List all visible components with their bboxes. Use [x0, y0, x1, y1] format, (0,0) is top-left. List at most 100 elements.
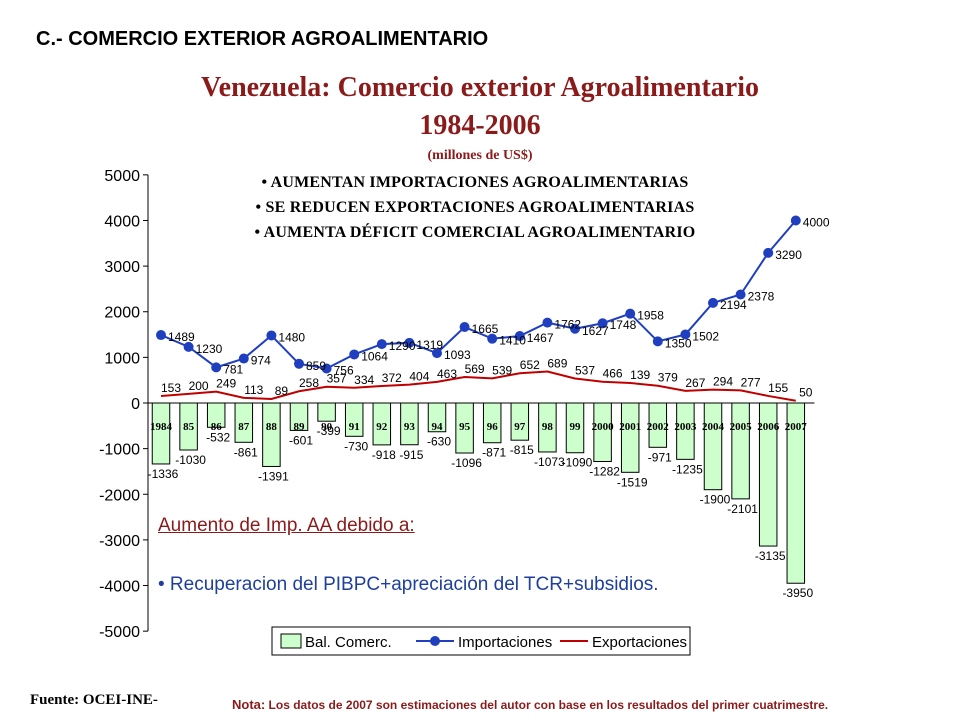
y-tick-label: 3000 [104, 259, 140, 276]
balance-bar [289, 402, 309, 431]
footnote-label: Nota: [232, 697, 266, 712]
category-label: 93 [404, 421, 416, 433]
balance-label: -871 [482, 446, 506, 460]
category-label: 95 [459, 421, 471, 433]
imports-point [294, 358, 304, 369]
category-label: 91 [349, 421, 360, 433]
balance-bar [786, 402, 806, 584]
exports-label: 113 [244, 383, 263, 397]
exports-label: 466 [603, 367, 623, 381]
y-tick-label: -4000 [99, 579, 140, 596]
imports-point [432, 348, 442, 359]
balance-label: -1519 [617, 475, 648, 489]
imports-label: 1064 [361, 349, 388, 363]
balance-bar [538, 402, 557, 453]
legend-label-imports: Importaciones [458, 634, 552, 651]
exports-label: 652 [520, 358, 540, 372]
y-tick-label: 0 [131, 396, 140, 413]
imports-label: 1093 [444, 348, 471, 362]
balance-bar [262, 402, 281, 467]
balance-bar [620, 402, 640, 473]
imports-point [321, 363, 332, 374]
exports-line [160, 370, 796, 402]
exports-label: 249 [216, 377, 236, 391]
exports-label: 334 [354, 373, 374, 387]
balance-bar [758, 402, 778, 547]
balance-label: -971 [648, 450, 672, 464]
imports-point [238, 353, 249, 364]
exports-label: 267 [685, 376, 705, 390]
imports-label: 781 [223, 362, 243, 376]
category-label: 2002 [647, 421, 670, 433]
imports-point [708, 297, 718, 308]
imports-label: 1502 [692, 329, 719, 343]
imports-label: 1480 [278, 330, 305, 344]
imports-point [625, 308, 636, 319]
balance-bar [648, 402, 668, 448]
legend-marker-imports [430, 636, 440, 646]
category-label: 85 [183, 421, 195, 433]
category-label: 94 [432, 421, 444, 433]
balance-label: -1235 [672, 462, 703, 476]
balance-bar [234, 402, 254, 443]
balance-label: -1900 [700, 493, 731, 507]
note-heading: Aumento de Imp. AA debido a: [158, 515, 415, 536]
imports-point [597, 318, 608, 329]
balance-label: -730 [344, 439, 368, 453]
category-label: 2000 [592, 421, 615, 433]
exports-label: 463 [437, 367, 457, 381]
category-label: 86 [211, 421, 223, 433]
exports-label: 89 [275, 384, 289, 398]
category-label: 97 [514, 421, 526, 433]
exports-label: 153 [161, 381, 181, 395]
y-tick-label: -5000 [99, 624, 140, 641]
imports-label: 1410 [499, 334, 526, 348]
y-tick-label: -2000 [99, 487, 140, 504]
exports-label: 258 [299, 376, 319, 390]
balance-label: -815 [510, 443, 534, 457]
imports-point [349, 349, 360, 360]
imports-point [570, 323, 580, 334]
imports-label: 2378 [748, 289, 775, 303]
balance-label: -915 [399, 448, 423, 462]
category-label: 2006 [757, 421, 780, 433]
exports-label: 277 [741, 375, 761, 389]
balance-bar [703, 402, 723, 491]
imports-label: 1665 [472, 322, 499, 336]
balance-bar [593, 402, 612, 462]
legend-box [271, 626, 691, 656]
category-label: 2005 [730, 421, 753, 433]
balance-label: -630 [427, 435, 451, 449]
imports-label: 4000 [803, 215, 830, 229]
imports-point [459, 322, 470, 333]
balance-bar [731, 402, 750, 500]
imports-label: 1762 [554, 318, 581, 332]
imports-label: 2194 [720, 298, 747, 312]
imports-label: 1958 [637, 309, 664, 323]
imports-label: 974 [251, 354, 271, 368]
category-label: 90 [321, 421, 333, 433]
balance-bar [510, 402, 530, 441]
bullet-imports: • AUMENTAN IMPORTACIONES AGROALIMENTARIA… [261, 174, 689, 191]
balance-label: -861 [234, 445, 258, 459]
balance-label: -3135 [755, 549, 786, 563]
bullet-deficit: • AUMENTA DÉFICIT COMERCIAL AGROALIMENTA… [254, 224, 696, 241]
y-tick-label: 1000 [104, 350, 140, 367]
category-label: 2004 [702, 421, 725, 433]
category-label: 89 [294, 421, 306, 433]
category-label: 2007 [785, 421, 808, 433]
y-tick-label: 2000 [104, 305, 140, 322]
y-tick-label: -1000 [99, 442, 140, 459]
balance-label: -1096 [451, 456, 482, 470]
balance-label: -2101 [727, 502, 758, 516]
imports-point [376, 339, 387, 350]
imports-point [542, 317, 553, 328]
exports-label: 379 [658, 371, 678, 385]
balance-label: -1090 [562, 456, 593, 470]
imports-point [156, 330, 166, 341]
chart-title: Venezuela: Comercio exterior Agroaliment… [200, 72, 760, 103]
balance-bar [344, 402, 364, 437]
category-label: 2001 [619, 421, 641, 433]
imports-point [266, 330, 277, 341]
